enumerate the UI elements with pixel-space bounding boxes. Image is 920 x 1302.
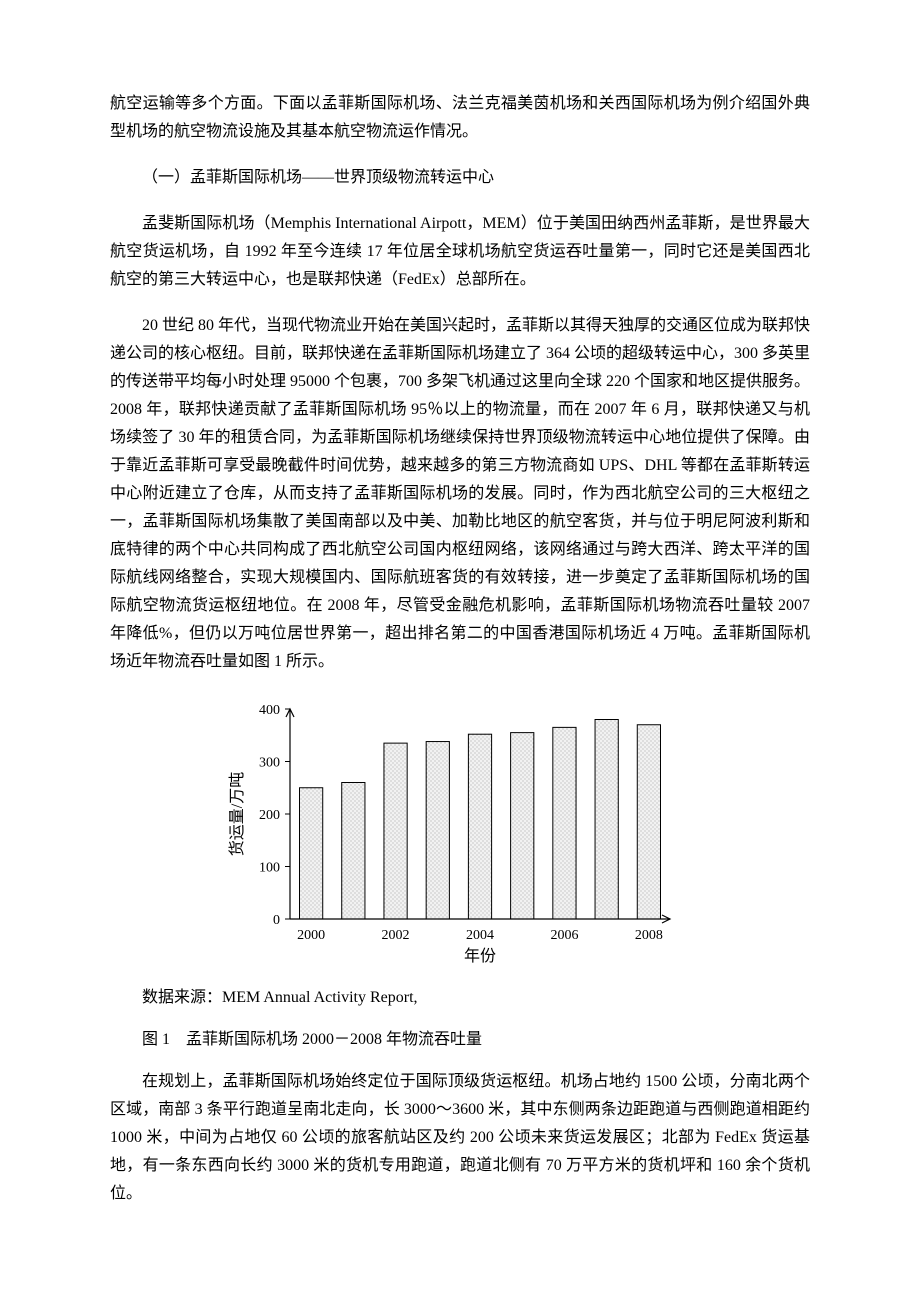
bar-chart: 0 100 200 300 400 2000 2002 2004 2006 2008 货运量/万吨年… bbox=[220, 694, 700, 974]
figure-caption: 图 1 孟菲斯国际机场 2000－2008 年物流吞吐量 bbox=[110, 1026, 810, 1054]
figure-container: 0 100 200 300 400 2000 2002 2004 2006 2008 货运量/万吨年… bbox=[110, 694, 810, 974]
paragraph-continuation: 航空运输等多个方面。下面以孟菲斯国际机场、法兰克福美茵机场和关西国际机场为例介绍… bbox=[110, 90, 810, 146]
svg-text:2004: 2004 bbox=[466, 928, 494, 943]
document-page: 航空运输等多个方面。下面以孟菲斯国际机场、法兰克福美茵机场和关西国际机场为例介绍… bbox=[0, 0, 920, 1286]
svg-text:100: 100 bbox=[259, 861, 280, 876]
paragraph-body: 在规划上，孟菲斯国际机场始终定位于国际顶级货运枢纽。机场占地约 1500 公顷，… bbox=[110, 1068, 810, 1208]
svg-text:0: 0 bbox=[273, 913, 280, 928]
svg-text:300: 300 bbox=[259, 756, 280, 771]
paragraph-body: 20 世纪 80 年代，当现代物流业开始在美国兴起时，孟菲斯以其得天独厚的交通区… bbox=[110, 312, 810, 676]
svg-text:2008: 2008 bbox=[635, 928, 663, 943]
svg-text:400: 400 bbox=[259, 703, 280, 718]
svg-text:200: 200 bbox=[259, 808, 280, 823]
svg-text:2000: 2000 bbox=[297, 928, 325, 943]
svg-text:2002: 2002 bbox=[382, 928, 410, 943]
svg-text:货运量/万吨: 货运量/万吨 bbox=[228, 772, 246, 856]
paragraph-body: 孟斐斯国际机场（Memphis International Airpott，ME… bbox=[110, 210, 810, 294]
svg-text:2006: 2006 bbox=[550, 928, 578, 943]
figure-source: 数据来源：MEM Annual Activity Report, bbox=[110, 984, 810, 1012]
section-heading: （一）孟菲斯国际机场——世界顶级物流转运中心 bbox=[110, 164, 810, 192]
svg-text:年份: 年份 bbox=[464, 947, 496, 965]
